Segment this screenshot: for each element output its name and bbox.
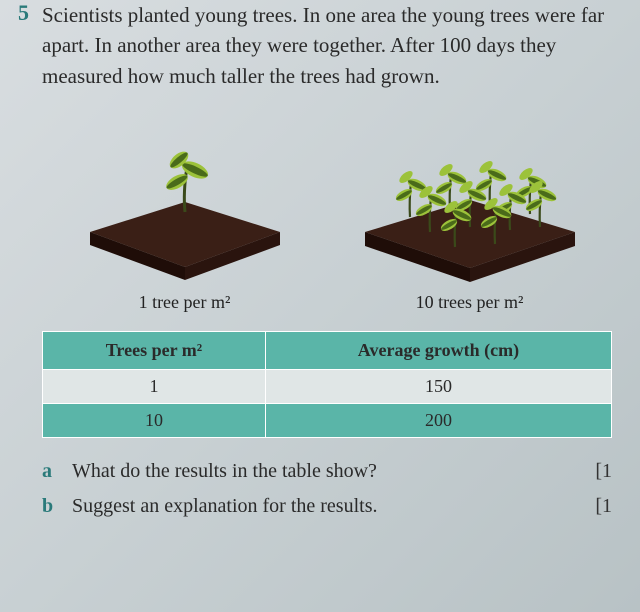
marks: [1 xyxy=(583,460,612,483)
col-header-1: Average growth (cm) xyxy=(265,332,611,370)
col-header-0: Trees per m² xyxy=(43,332,266,370)
subquestion-b: b Suggest an explanation for the results… xyxy=(42,495,612,518)
cell: 10 xyxy=(43,404,266,438)
illustrations-row: 1 tree per m² xyxy=(42,113,612,313)
caption-sparse: 1 tree per m² xyxy=(42,292,327,313)
table-row: 1 150 xyxy=(43,370,612,404)
sparse-tree-svg xyxy=(70,112,300,282)
marks: [1 xyxy=(583,495,612,518)
plot-sparse: 1 tree per m² xyxy=(42,112,327,313)
question-text: Scientists planted young trees. In one a… xyxy=(42,0,612,91)
table-row: 10 200 xyxy=(43,404,612,438)
cell: 150 xyxy=(265,370,611,404)
dense-tree-svg xyxy=(340,112,600,282)
sub-letter: b xyxy=(42,495,72,518)
sub-letter: a xyxy=(42,460,72,483)
subquestion-a: a What do the results in the table show?… xyxy=(42,460,612,483)
question-number: 5 xyxy=(18,0,29,26)
cell: 200 xyxy=(265,404,611,438)
plot-dense: 10 trees per m² xyxy=(327,112,612,313)
results-table: Trees per m² Average growth (cm) 1 150 1… xyxy=(42,331,612,438)
caption-dense: 10 trees per m² xyxy=(327,292,612,313)
sub-text: What do the results in the table show? xyxy=(72,460,583,483)
cell: 1 xyxy=(43,370,266,404)
sub-text: Suggest an explanation for the results. xyxy=(72,495,583,518)
